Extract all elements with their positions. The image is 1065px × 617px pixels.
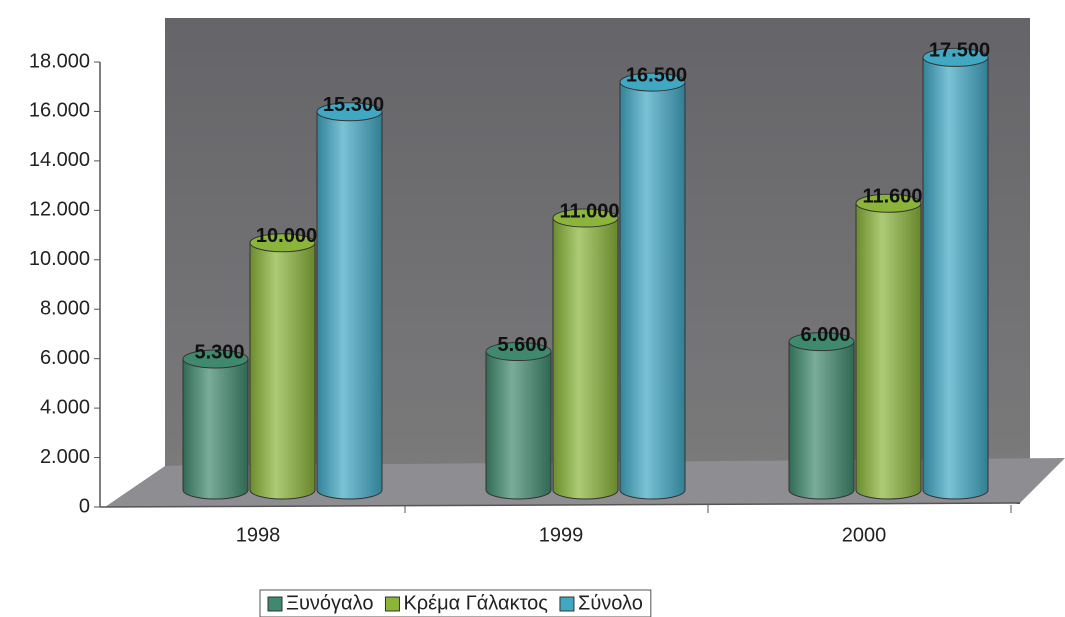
x-tick-label: 2000 [842,524,887,546]
y-tick-label: 12.000 [29,199,90,221]
bar-top [788,332,855,352]
bar-top [182,349,249,369]
bar [317,111,382,490]
legend-box [259,589,652,617]
bar-top [485,342,552,362]
y-tick-label: 16.000 [29,100,90,122]
bar [789,341,854,490]
legend-label: Ξυνόγαλο [286,592,373,614]
x-axis [99,502,1021,508]
bar [553,218,618,491]
y-tick-label: 14.000 [29,149,90,171]
value-label: 16.500 [626,64,687,86]
y-tick-label: 4.000 [40,396,90,418]
legend-label: Κρέμα Γάλακτος [403,592,548,614]
y-tick-label: 2.000 [40,446,90,468]
bar [250,242,315,490]
value-label: 6.000 [800,324,850,346]
bar [183,358,248,490]
value-label: 10.000 [256,225,317,247]
y-tick-label: 18.000 [29,50,90,72]
x-tick-label: 1999 [539,524,584,546]
value-label: 17.500 [929,40,990,62]
legend-swatch [559,596,575,612]
bar [856,203,921,490]
legend-swatch [384,596,400,612]
value-label: 11.000 [559,200,619,222]
value-label: 5.600 [497,334,547,356]
bar [620,82,685,490]
bar [923,57,988,490]
legend-swatch [267,596,283,612]
value-label: 15.300 [323,94,384,116]
bar-top [922,47,989,67]
bar-top [316,102,383,122]
bar-top [855,193,922,213]
y-tick-label: 8.000 [40,298,90,320]
value-label: 5.300 [194,341,244,363]
y-tick-label: 0 [79,495,90,517]
bar-top [619,72,686,92]
bar-top [552,208,619,228]
x-tick-label: 1998 [236,524,281,546]
legend-label: Σύνολο [578,592,643,614]
y-tick-label: 10.000 [29,248,90,270]
value-label: 11.600 [862,186,922,208]
bar-top [249,233,316,253]
bar [486,351,551,490]
y-tick-label: 6.000 [40,347,90,369]
